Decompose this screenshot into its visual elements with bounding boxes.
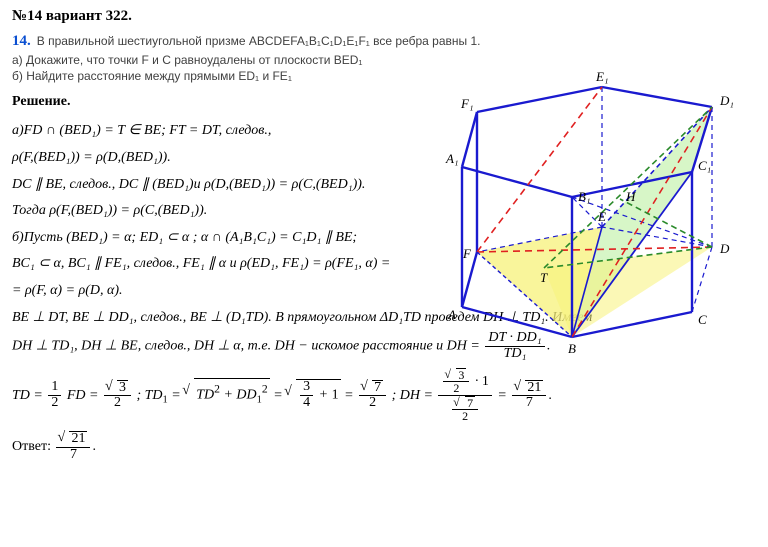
svg-text:A: A [447, 307, 456, 322]
problem-stem: В правильной шестиугольной призме ABCDEF… [37, 33, 481, 49]
svg-text:C: C [698, 312, 707, 327]
solution-narrow-column: а)FD ∩ (BED₁) = T ∈ BE; FT = DT, следов.… [12, 118, 442, 304]
svg-text:F: F [462, 246, 472, 261]
svg-text:H: H [625, 189, 636, 204]
svg-text:B₁: B₁ [578, 189, 590, 204]
solution-line-1: а)FD ∩ (BED₁) = T ∈ BE; FT = DT, следов.… [12, 118, 442, 145]
solution-line-3: DC ∥ BE, следов., DC ∥ (BED₁)и ρ(D,(BED₁… [12, 172, 442, 199]
svg-text:B: B [568, 341, 576, 356]
problem-number: 14. [12, 33, 31, 50]
svg-text:E₁: E₁ [595, 69, 608, 84]
svg-text:E: E [597, 209, 606, 224]
problem-stem-row: 14. В правильной шестиугольной призме AB… [12, 33, 756, 50]
svg-text:D: D [719, 241, 730, 256]
svg-text:D₁: D₁ [719, 93, 734, 108]
answer-line: Ответ: 217. [12, 431, 752, 462]
solution-line-4: Тогда ρ(F,(BED₁)) = ρ(C,(BED₁)). [12, 198, 442, 225]
solution-line-5: б)Пусть (BED₁) = α; ED₁ ⊂ α ; α ∩ (A₁B₁C… [12, 225, 442, 252]
solution-line-6: BC₁ ⊂ α, BC₁ ∥ FE₁, следов., FE₁ ∥ α и ρ… [12, 251, 442, 278]
svg-text:T: T [540, 270, 548, 285]
svg-text:A₁: A₁ [445, 151, 458, 166]
prism-diagram: A B C D E F A₁ B₁ C₁ D₁ E₁ F₁ T H [432, 57, 762, 357]
svg-text:F₁: F₁ [460, 96, 473, 111]
solution-line-2: ρ(F,(BED₁)) = ρ(D,(BED₁)). [12, 145, 442, 172]
svg-text:C₁: C₁ [698, 158, 711, 173]
page-header: №14 вариант 322. [12, 8, 756, 25]
answer-label: Ответ: [12, 439, 51, 454]
solution-line-7: = ρ(F, α) = ρ(D, α). [12, 278, 442, 305]
solution-line-9-text: DH ⊥ TD₁, DH ⊥ BE, следов., DH ⊥ α, т.е.… [12, 339, 483, 354]
content-area: 14. В правильной шестиугольной призме AB… [12, 33, 756, 462]
solution-line-10: TD = 12 FD = 32 ; TD1 = TD2 + DD12 = 34 … [12, 368, 752, 423]
